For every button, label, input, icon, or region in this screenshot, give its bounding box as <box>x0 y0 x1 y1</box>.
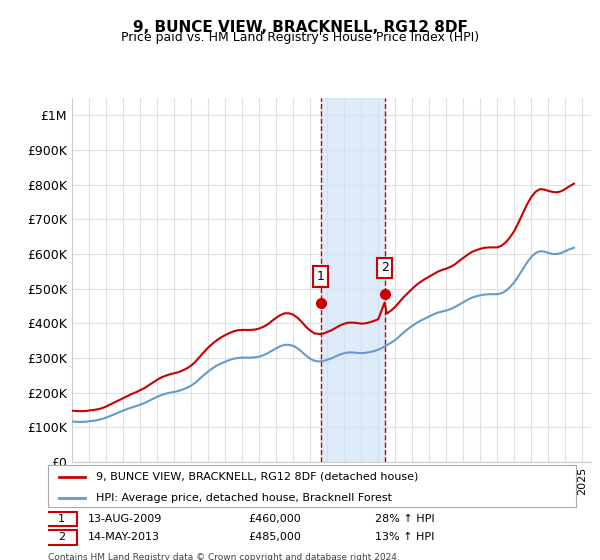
Text: 2: 2 <box>380 262 389 274</box>
Text: Contains HM Land Registry data © Crown copyright and database right 2024.
This d: Contains HM Land Registry data © Crown c… <box>48 553 400 560</box>
Text: 2: 2 <box>58 532 65 542</box>
FancyBboxPatch shape <box>46 512 77 526</box>
Text: 28% ↑ HPI: 28% ↑ HPI <box>376 514 435 524</box>
Text: 1: 1 <box>58 514 65 524</box>
Text: 13-AUG-2009: 13-AUG-2009 <box>88 514 162 524</box>
FancyBboxPatch shape <box>46 530 77 544</box>
Text: 9, BUNCE VIEW, BRACKNELL, RG12 8DF (detached house): 9, BUNCE VIEW, BRACKNELL, RG12 8DF (deta… <box>95 472 418 482</box>
Text: 9, BUNCE VIEW, BRACKNELL, RG12 8DF: 9, BUNCE VIEW, BRACKNELL, RG12 8DF <box>133 20 467 35</box>
Text: 13% ↑ HPI: 13% ↑ HPI <box>376 532 435 542</box>
Text: £485,000: £485,000 <box>248 532 302 542</box>
Bar <box>321 98 385 462</box>
Text: 1: 1 <box>317 270 325 283</box>
Text: 14-MAY-2013: 14-MAY-2013 <box>88 532 160 542</box>
Text: £460,000: £460,000 <box>248 514 301 524</box>
Text: HPI: Average price, detached house, Bracknell Forest: HPI: Average price, detached house, Brac… <box>95 493 392 502</box>
Text: Price paid vs. HM Land Registry's House Price Index (HPI): Price paid vs. HM Land Registry's House … <box>121 31 479 44</box>
